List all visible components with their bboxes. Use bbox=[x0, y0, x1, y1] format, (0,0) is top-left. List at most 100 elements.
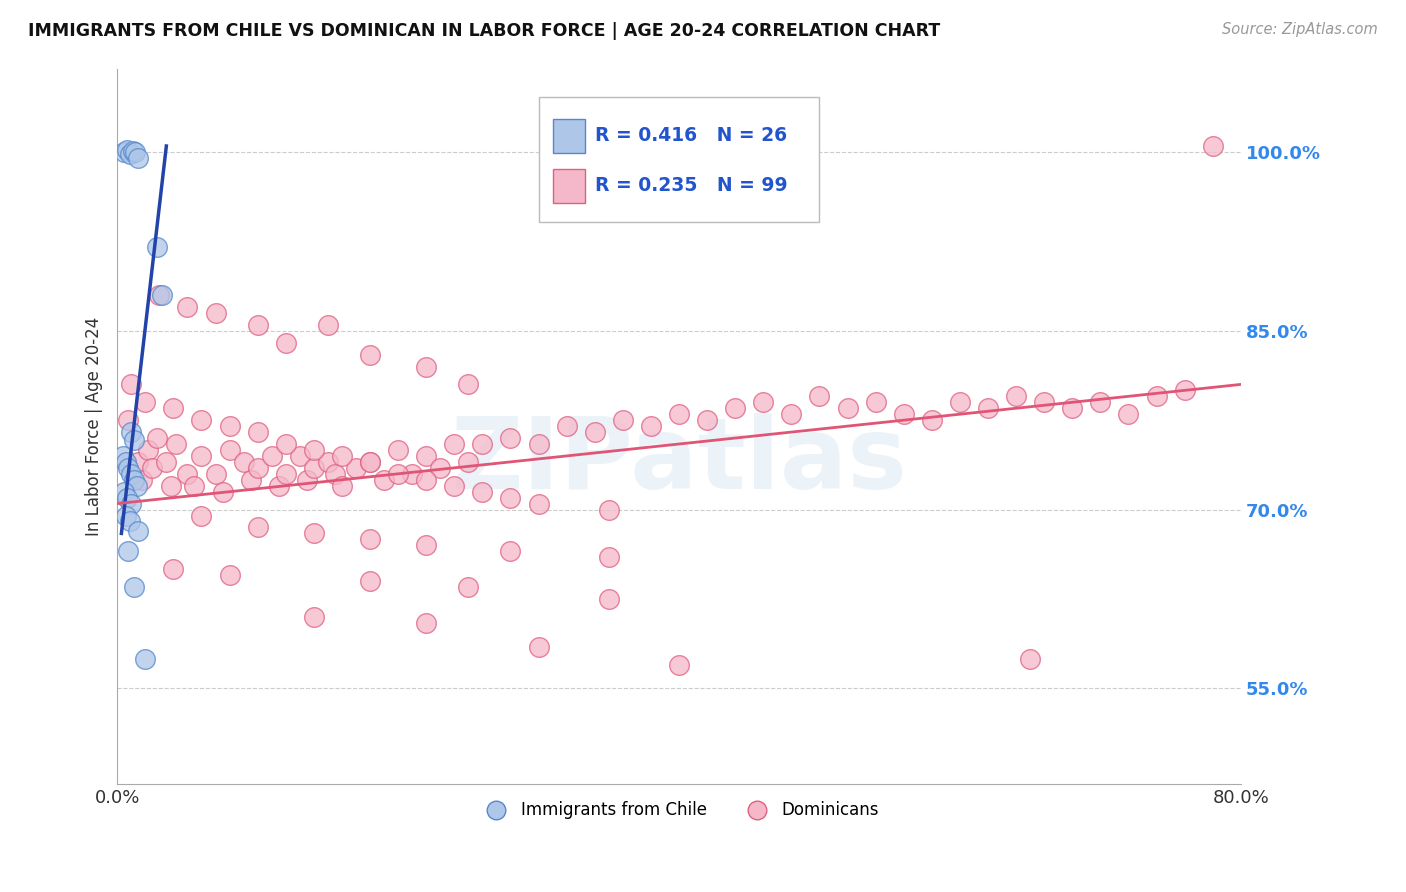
Point bbox=[415, 615, 437, 630]
Point bbox=[1005, 389, 1028, 403]
Point bbox=[949, 395, 972, 409]
Point bbox=[122, 434, 145, 448]
Point bbox=[134, 395, 156, 409]
Point bbox=[359, 533, 381, 547]
Point bbox=[415, 473, 437, 487]
Point bbox=[668, 657, 690, 672]
Point bbox=[218, 419, 240, 434]
FancyBboxPatch shape bbox=[538, 97, 820, 222]
Point bbox=[387, 442, 409, 457]
Text: Source: ZipAtlas.com: Source: ZipAtlas.com bbox=[1222, 22, 1378, 37]
Point bbox=[302, 610, 325, 624]
Point bbox=[125, 479, 148, 493]
Point bbox=[190, 508, 212, 523]
Point bbox=[302, 526, 325, 541]
Point bbox=[232, 455, 254, 469]
Point bbox=[204, 467, 226, 481]
Point bbox=[1202, 139, 1225, 153]
Point bbox=[668, 407, 690, 421]
Point bbox=[598, 591, 620, 606]
Point bbox=[239, 473, 262, 487]
Point bbox=[117, 460, 139, 475]
Point bbox=[204, 306, 226, 320]
Point bbox=[527, 437, 550, 451]
Point bbox=[443, 479, 465, 493]
Point bbox=[401, 467, 423, 481]
Point bbox=[696, 413, 718, 427]
Point bbox=[302, 460, 325, 475]
Point bbox=[752, 395, 775, 409]
Point bbox=[359, 455, 381, 469]
Point bbox=[127, 455, 149, 469]
Point bbox=[893, 407, 915, 421]
Point bbox=[443, 437, 465, 451]
Point bbox=[145, 431, 167, 445]
FancyBboxPatch shape bbox=[553, 169, 585, 203]
Point bbox=[114, 508, 136, 523]
Point bbox=[120, 377, 142, 392]
Point bbox=[1118, 407, 1140, 421]
Point bbox=[415, 359, 437, 374]
Point bbox=[457, 580, 479, 594]
Point bbox=[598, 502, 620, 516]
Text: R = 0.235   N = 99: R = 0.235 N = 99 bbox=[595, 177, 787, 195]
Point bbox=[267, 479, 290, 493]
Point bbox=[359, 574, 381, 588]
Point bbox=[373, 473, 395, 487]
Point bbox=[211, 484, 233, 499]
Point bbox=[1062, 401, 1084, 416]
Point bbox=[499, 491, 522, 505]
Point bbox=[330, 449, 353, 463]
Point bbox=[295, 473, 318, 487]
Point bbox=[865, 395, 887, 409]
Point bbox=[640, 419, 662, 434]
Point bbox=[1146, 389, 1168, 403]
Point bbox=[115, 143, 138, 157]
Point bbox=[471, 437, 494, 451]
Point bbox=[162, 401, 184, 416]
Point bbox=[190, 413, 212, 427]
Point bbox=[136, 442, 159, 457]
Point bbox=[724, 401, 747, 416]
Point bbox=[176, 467, 198, 481]
Text: R = 0.416   N = 26: R = 0.416 N = 26 bbox=[595, 127, 787, 145]
Point bbox=[121, 144, 143, 158]
Point bbox=[150, 288, 173, 302]
Point bbox=[136, 836, 159, 850]
Point bbox=[120, 467, 142, 481]
Point bbox=[457, 377, 479, 392]
Point bbox=[148, 288, 170, 302]
Point bbox=[218, 442, 240, 457]
Point bbox=[359, 348, 381, 362]
Point bbox=[114, 455, 136, 469]
Point bbox=[527, 640, 550, 654]
Point bbox=[120, 425, 142, 439]
Point bbox=[499, 431, 522, 445]
Point bbox=[131, 473, 153, 487]
Point bbox=[598, 550, 620, 565]
Text: ZIPatlas: ZIPatlas bbox=[450, 413, 907, 510]
Point bbox=[359, 455, 381, 469]
Point bbox=[162, 562, 184, 576]
Point bbox=[977, 401, 1000, 416]
Point bbox=[429, 460, 451, 475]
Point bbox=[159, 479, 181, 493]
Point bbox=[583, 425, 606, 439]
Point bbox=[387, 467, 409, 481]
Point bbox=[274, 467, 297, 481]
Point bbox=[260, 449, 283, 463]
Point bbox=[302, 442, 325, 457]
Point bbox=[1090, 395, 1112, 409]
Point bbox=[127, 151, 149, 165]
Point bbox=[1033, 395, 1056, 409]
FancyBboxPatch shape bbox=[553, 119, 585, 153]
Point bbox=[145, 240, 167, 254]
Point bbox=[165, 437, 187, 451]
Point bbox=[415, 538, 437, 552]
Point bbox=[141, 460, 163, 475]
Point bbox=[246, 460, 269, 475]
Point bbox=[471, 484, 494, 499]
Point bbox=[499, 544, 522, 558]
Point bbox=[323, 467, 346, 481]
Legend: Immigrants from Chile, Dominicans: Immigrants from Chile, Dominicans bbox=[472, 794, 886, 825]
